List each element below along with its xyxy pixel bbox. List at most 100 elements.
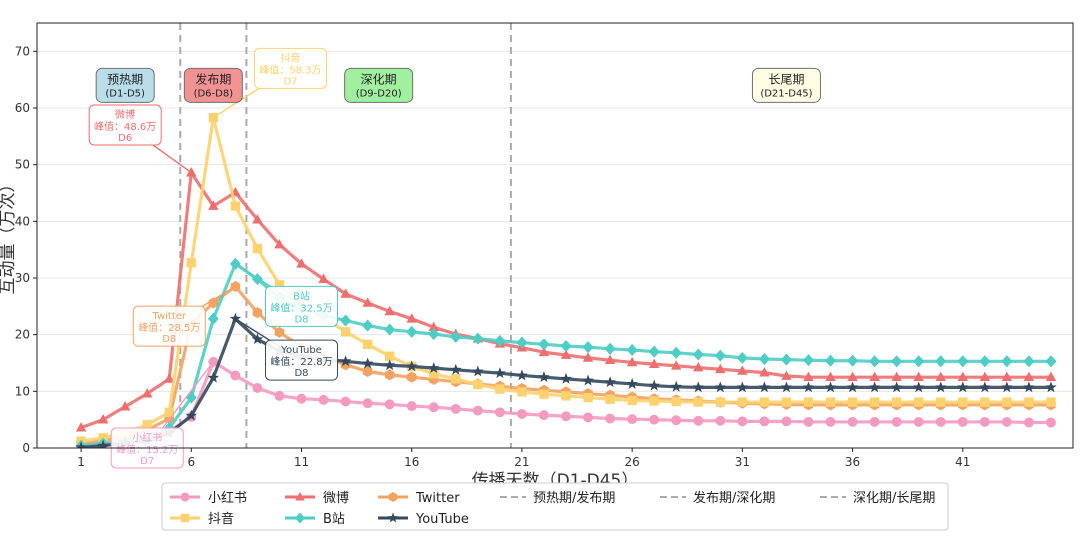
data-point [406, 325, 418, 338]
data-point [361, 357, 374, 369]
data-point [604, 354, 616, 365]
x-tick-label: 36 [845, 455, 860, 469]
data-point [1046, 397, 1056, 407]
data-point [935, 355, 947, 368]
data-point [1045, 381, 1057, 393]
data-point [626, 343, 638, 357]
annotation-platform: Twitter [151, 311, 186, 322]
phase-range: (D1-D5) [105, 88, 145, 99]
data-point [405, 360, 418, 372]
data-point [648, 358, 660, 368]
annotation-box [265, 339, 339, 381]
data-point [582, 341, 594, 354]
data-point [846, 381, 859, 393]
data-point [495, 384, 505, 394]
y-tick-label: 50 [15, 158, 30, 172]
data-point [693, 415, 704, 426]
data-point [627, 395, 637, 406]
phase-box [183, 67, 243, 103]
data-point [406, 401, 417, 412]
annotation-peak: 峰值：22.8万 [270, 355, 332, 368]
data-point [648, 345, 660, 358]
data-point [913, 355, 925, 368]
data-point [450, 403, 461, 414]
data-point [164, 373, 175, 383]
y-tick-label: 40 [15, 214, 30, 228]
data-point [803, 371, 814, 382]
data-point [362, 398, 373, 409]
data-point [494, 334, 506, 347]
data-point [604, 342, 616, 355]
peak-annotations: 微博峰值：48.6万D6抖音峰值：58.3万D7B站峰值：32.5万D8Twit… [88, 47, 339, 469]
data-point [715, 363, 726, 374]
annotation-day: D8 [162, 334, 176, 345]
y-tick-label: 30 [15, 271, 30, 285]
phase-box [751, 67, 821, 103]
data-point [714, 381, 727, 393]
data-point [384, 323, 396, 336]
data-point [957, 381, 969, 393]
data-point [340, 288, 351, 298]
data-point [560, 349, 572, 359]
data-point [737, 416, 748, 427]
data-point [891, 355, 903, 368]
data-point [913, 416, 924, 427]
legend-label: B站 [323, 512, 345, 527]
data-point [1045, 355, 1057, 368]
data-point [180, 513, 190, 523]
data-point [539, 410, 549, 421]
x-tick-label: 26 [625, 455, 640, 469]
data-point [979, 381, 991, 393]
data-point [1002, 397, 1012, 407]
data-point [869, 355, 881, 368]
data-point [803, 397, 814, 407]
data-point [1023, 371, 1035, 382]
data-point [934, 381, 947, 393]
data-point [406, 371, 417, 383]
phase-box [95, 67, 155, 103]
x-tick-label: 41 [955, 455, 970, 469]
annotation-peak: 峰值：48.6万 [94, 120, 156, 133]
data-point [692, 381, 705, 393]
data-point [538, 338, 550, 351]
data-point [627, 414, 638, 425]
y-tick-label: 0 [22, 441, 30, 455]
data-point [737, 397, 748, 407]
data-point [252, 243, 263, 254]
annotation-box [253, 47, 327, 89]
data-point [626, 377, 638, 389]
annotation-box [265, 285, 339, 327]
data-point [185, 391, 197, 404]
legend-item-小红书: 小红书 [170, 490, 247, 506]
phase-title: 预热期 [107, 72, 143, 86]
data-point [472, 405, 483, 416]
data-point [186, 258, 196, 268]
y-tick-label: 20 [15, 328, 30, 342]
data-point [274, 390, 285, 401]
data-point [1045, 371, 1057, 382]
data-point [164, 407, 174, 417]
data-point [582, 352, 594, 362]
data-point [539, 389, 549, 399]
data-point [714, 349, 726, 362]
phase-label: 长尾期 (D21-D45) [751, 67, 821, 103]
data-point [758, 381, 771, 393]
y-tick-label: 60 [15, 101, 30, 115]
data-point [207, 312, 219, 325]
data-point [252, 382, 263, 393]
data-point [1023, 381, 1035, 393]
data-point [759, 416, 770, 427]
data-point [1001, 371, 1013, 382]
legend-item-抖音: 抖音 [170, 511, 234, 527]
data-point [736, 351, 748, 364]
data-point [296, 393, 307, 404]
annotation-day: D7 [283, 76, 297, 87]
legend-item-微博: 微博 [285, 491, 349, 506]
data-point [406, 313, 417, 323]
data-point [958, 397, 968, 407]
data-point [208, 297, 219, 309]
data-point [561, 391, 571, 401]
